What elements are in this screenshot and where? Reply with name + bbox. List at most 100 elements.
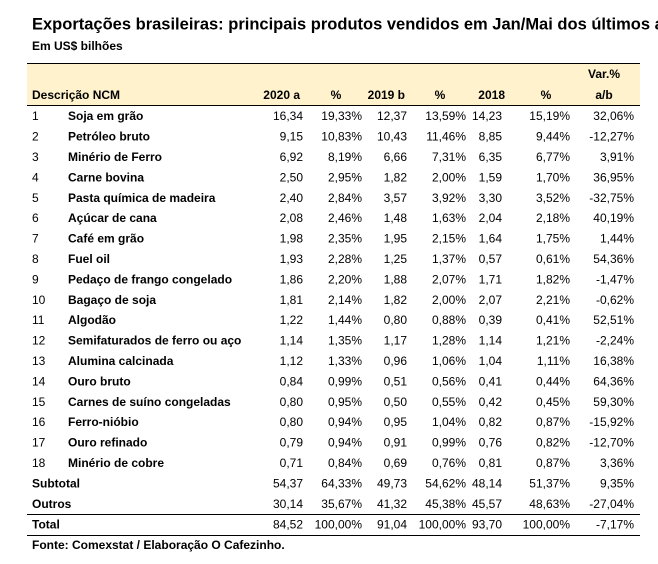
row-index: 4 xyxy=(32,170,39,184)
cell-value: 1,06% xyxy=(432,354,466,368)
row-index: 5 xyxy=(32,191,39,205)
cell-value: 1,70% xyxy=(536,170,570,184)
product-name: Bagaço de soja xyxy=(68,293,156,307)
cell-value: 1,93 xyxy=(280,252,304,266)
cell-value: 1,04% xyxy=(432,415,466,429)
cell-value: -32,75% xyxy=(589,191,634,205)
row-index: 3 xyxy=(32,150,39,164)
cell-value: 2,18% xyxy=(536,211,570,225)
cell-value: 2,50 xyxy=(280,170,304,184)
cell-value: 84,52 xyxy=(273,518,303,532)
cell-value: 1,35% xyxy=(328,334,362,348)
product-name: Carne bovina xyxy=(68,170,144,184)
cell-value: 2,15% xyxy=(432,232,466,246)
cell-value: 0,95 xyxy=(384,415,408,429)
cell-value: 0,55% xyxy=(432,395,466,409)
cell-value: 40,19% xyxy=(593,211,634,225)
cell-value: 2,84% xyxy=(328,191,362,205)
row-index: 8 xyxy=(32,252,39,266)
row-index: 17 xyxy=(32,436,46,450)
cell-value: 1,44% xyxy=(328,313,362,327)
cell-value: 54,62% xyxy=(425,476,466,490)
cell-value: 0,80 xyxy=(280,415,304,429)
cell-value: 1,14 xyxy=(280,334,304,348)
cell-value: 1,12 xyxy=(280,354,304,368)
cell-value: 64,33% xyxy=(321,476,362,490)
cell-value: -27,04% xyxy=(589,497,634,511)
column-header: a/b xyxy=(595,88,612,102)
cell-value: 0,76% xyxy=(432,456,466,470)
cell-value: 1,75% xyxy=(536,232,570,246)
cell-value: 1,98 xyxy=(280,232,304,246)
row-index: 7 xyxy=(32,232,39,246)
cell-value: 6,77% xyxy=(536,150,570,164)
cell-value: 0,87% xyxy=(536,415,570,429)
cell-value: 13,59% xyxy=(425,109,466,123)
cell-value: 1,82 xyxy=(384,170,408,184)
cell-value: 0,94% xyxy=(328,436,362,450)
cell-value: 1,14 xyxy=(479,334,503,348)
cell-value: 0,82 xyxy=(479,415,503,429)
product-name: Ouro bruto xyxy=(68,374,131,388)
summary-label: Total xyxy=(32,518,60,532)
cell-value: 0,56% xyxy=(432,374,466,388)
cell-value: 0,76 xyxy=(479,436,503,450)
cell-value: 2,07 xyxy=(479,293,503,307)
cell-value: 0,99% xyxy=(432,436,466,450)
cell-value: 54,36% xyxy=(593,252,634,266)
cell-value: 0,39 xyxy=(479,313,503,327)
cell-value: 0,45% xyxy=(536,395,570,409)
cell-value: 2,14% xyxy=(328,293,362,307)
cell-value: -2,24% xyxy=(596,334,634,348)
header-band xyxy=(27,63,640,105)
row-index: 9 xyxy=(32,272,39,286)
cell-value: 0,84% xyxy=(328,456,362,470)
cell-value: 0,71 xyxy=(280,456,304,470)
cell-value: 2,28% xyxy=(328,252,362,266)
cell-value: 10,43 xyxy=(377,130,407,144)
subtitle: Em US$ bilhões xyxy=(32,39,123,53)
cell-value: 0,42 xyxy=(479,395,503,409)
cell-value: 19,33% xyxy=(321,109,362,123)
cell-value: 12,37 xyxy=(377,109,407,123)
cell-value: 1,25 xyxy=(384,252,408,266)
cell-value: 1,86 xyxy=(280,272,304,286)
cell-value: 1,28% xyxy=(432,334,466,348)
cell-value: 0,82% xyxy=(536,436,570,450)
row-index: 13 xyxy=(32,354,46,368)
cell-value: 0,91 xyxy=(384,436,408,450)
cell-value: 1,81 xyxy=(280,293,304,307)
summary-label: Outros xyxy=(32,497,72,511)
cell-value: 54,37 xyxy=(273,476,303,490)
cell-value: 8,19% xyxy=(328,150,362,164)
cell-value: 6,35 xyxy=(479,150,503,164)
cell-value: 9,44% xyxy=(536,130,570,144)
cell-value: 0,99% xyxy=(328,374,362,388)
cell-value: 2,21% xyxy=(536,293,570,307)
cell-value: 2,00% xyxy=(432,293,466,307)
cell-value: 51,37% xyxy=(529,476,570,490)
cell-value: 11,46% xyxy=(426,130,466,144)
column-header: % xyxy=(331,88,342,102)
cell-value: -1,47% xyxy=(596,272,634,286)
cell-value: 1,88 xyxy=(384,272,408,286)
cell-value: 45,57 xyxy=(472,497,502,511)
column-header: % xyxy=(435,88,446,102)
cell-value: 3,30 xyxy=(479,191,503,205)
product-name: Ouro refinado xyxy=(68,436,147,450)
product-name: Café em grão xyxy=(68,232,144,246)
cell-value: 2,08 xyxy=(280,211,304,225)
cell-value: 1,82% xyxy=(536,272,570,286)
cell-value: 10,83% xyxy=(321,130,362,144)
row-index: 15 xyxy=(32,395,46,409)
cell-value: 91,04 xyxy=(377,518,407,532)
cell-value: 0,61% xyxy=(536,252,570,266)
cell-value: 0,51 xyxy=(384,374,408,388)
product-name: Pasta química de madeira xyxy=(68,191,216,205)
cell-value: 2,07% xyxy=(432,272,466,286)
cell-value: 1,44% xyxy=(600,232,634,246)
cell-value: -7,17% xyxy=(596,518,634,532)
cell-value: 0,81 xyxy=(479,456,503,470)
row-index: 11 xyxy=(32,313,45,327)
product-name: Carnes de suíno congeladas xyxy=(68,395,231,409)
